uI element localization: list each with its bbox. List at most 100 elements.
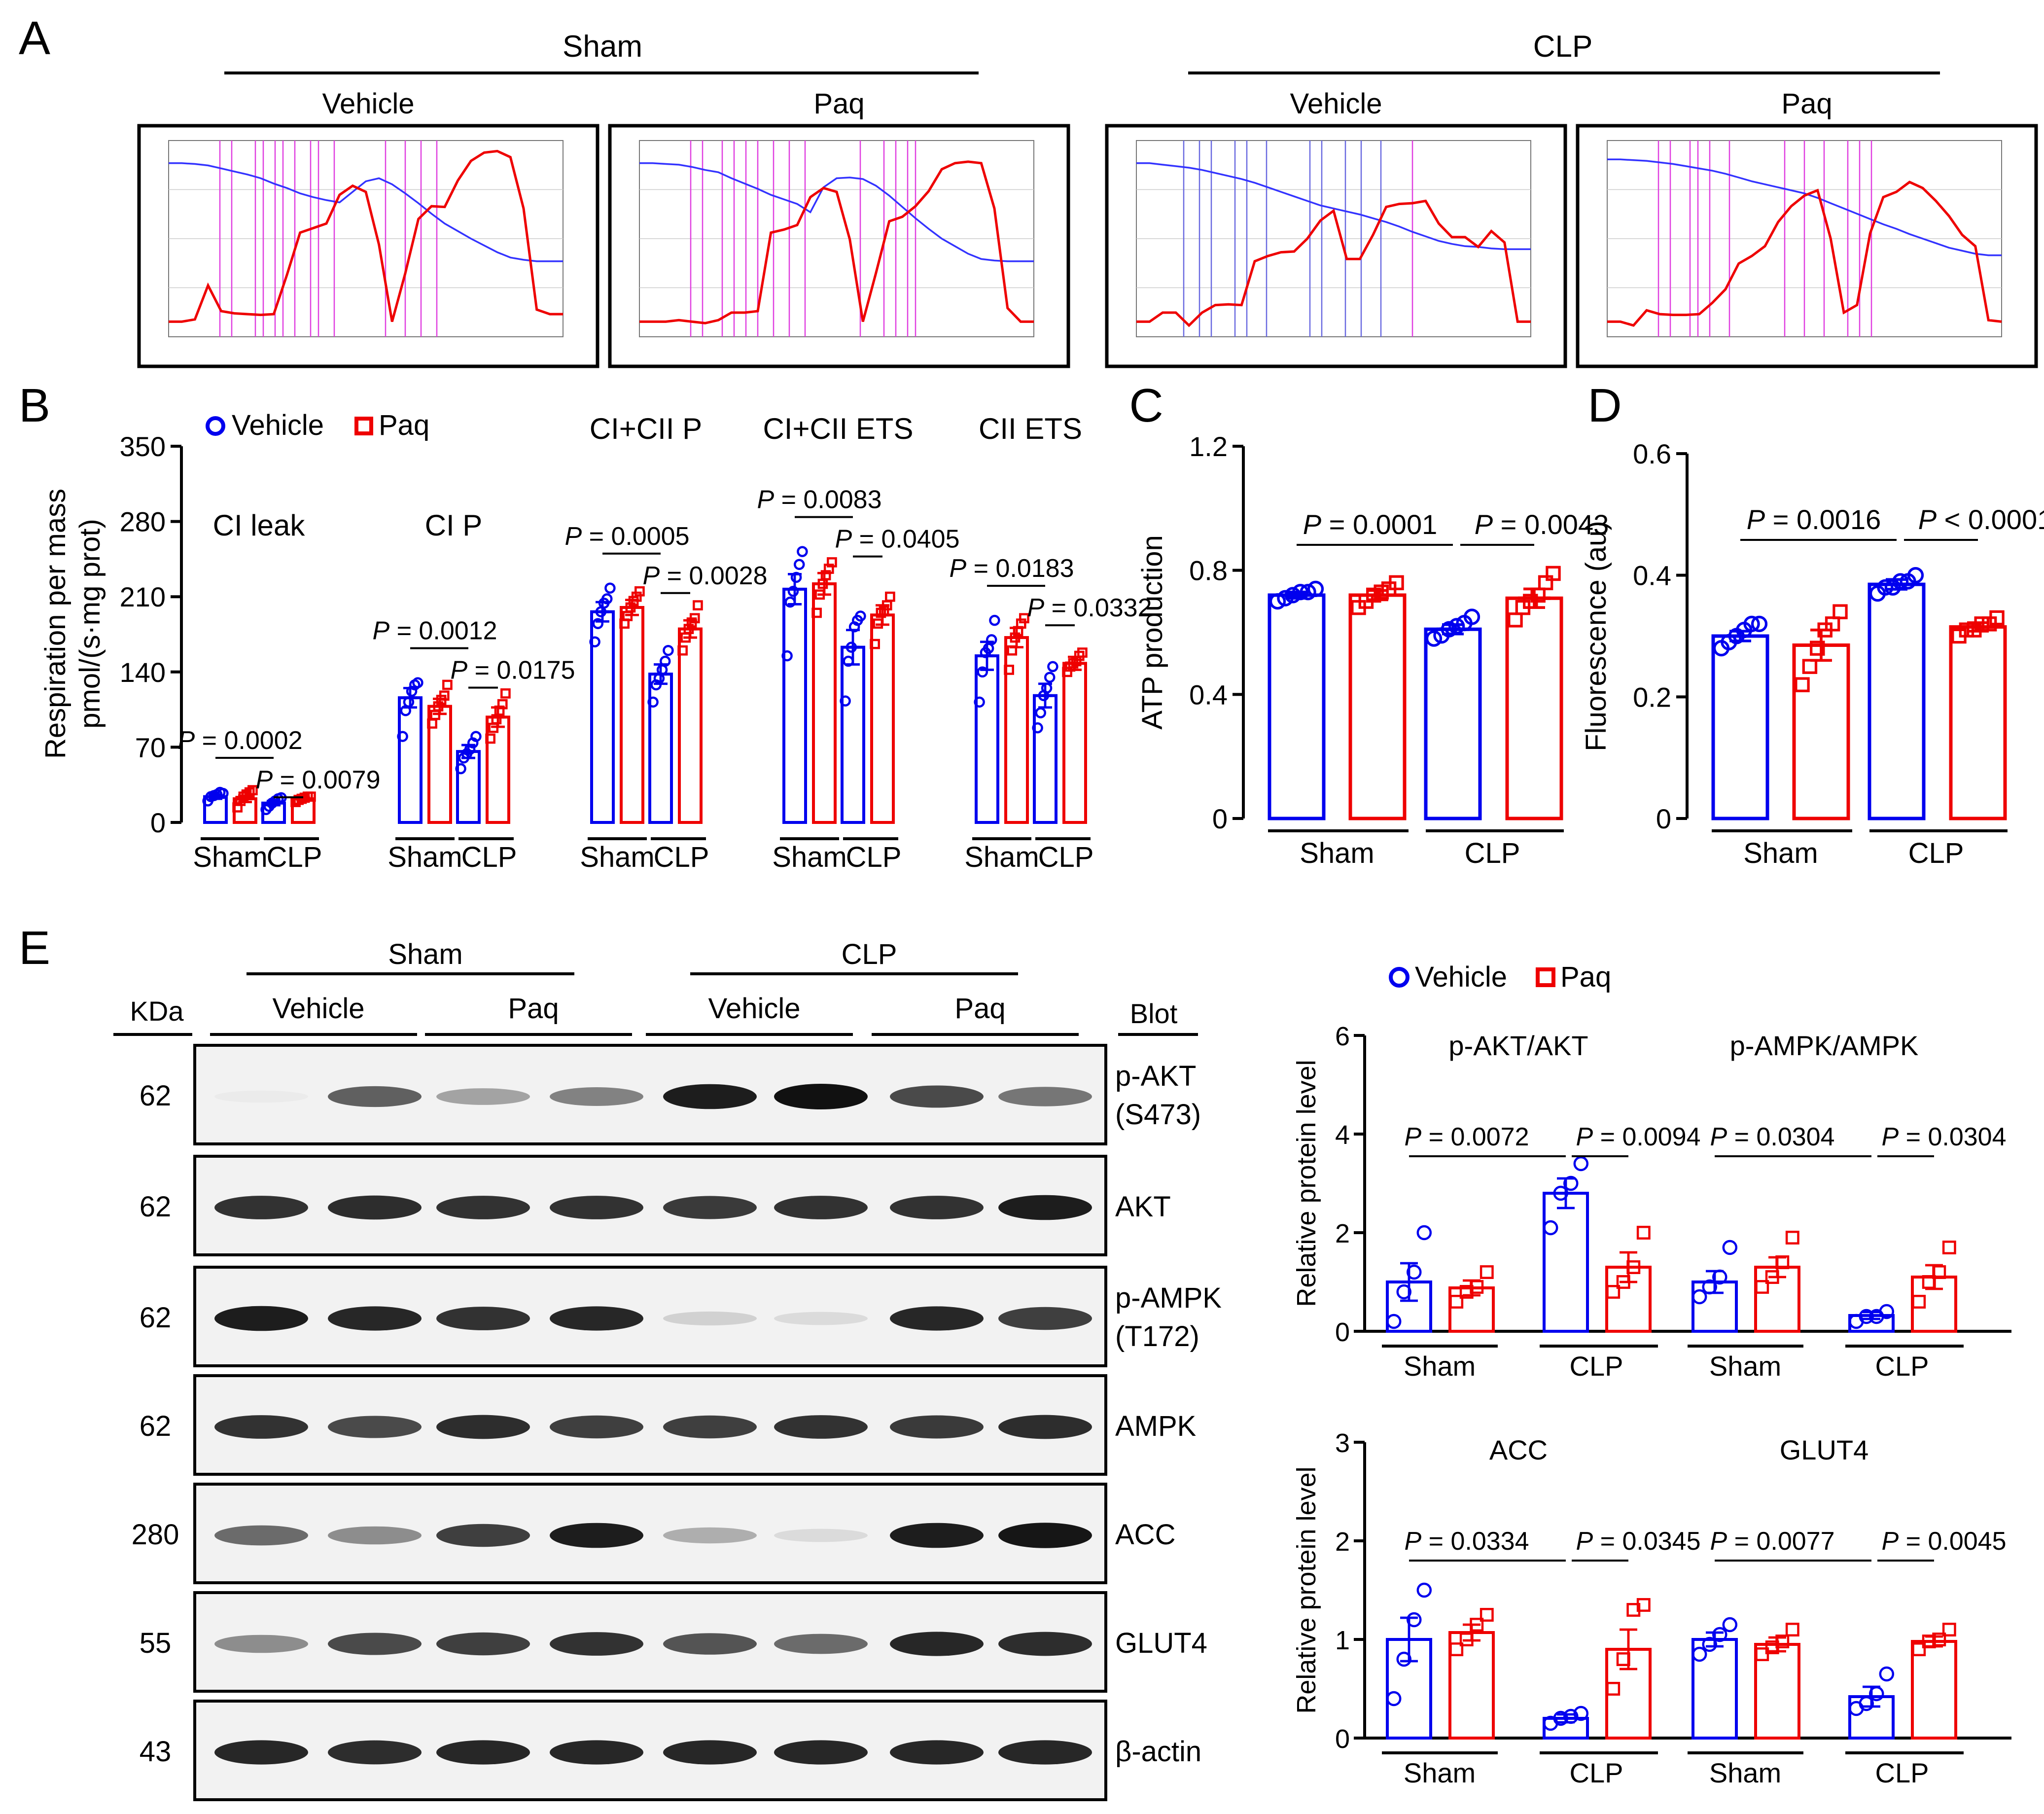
data-point [1877,579,1894,596]
bar [870,613,895,824]
blot-band [328,1633,422,1655]
blot-row: 62 AKT [140,1155,1171,1256]
p-value: P = 0.0183 [950,554,1074,583]
p-value: P = 0.0012 [373,617,497,645]
data-point [790,571,802,583]
blot-band [436,1740,530,1765]
p-italic: P [1710,1123,1727,1151]
panel-a: A Sham CLP Vehicle Paq Vehicle Paq [19,12,2038,368]
subgroup-title: CI+CII P [590,412,702,445]
data-point [986,634,997,645]
trace-title: Paq [1781,88,1832,120]
panel-label-b: B [19,379,50,432]
bar [782,587,807,824]
category-label: Sham [772,841,847,873]
data-point [1692,1289,1707,1305]
data-point [1536,967,1555,987]
data-point [1879,1666,1895,1682]
p-rest: = 0.0183 [966,554,1074,583]
data-point [1041,682,1053,694]
blot-band [663,1196,757,1219]
y-tick-label: 0 [1335,1317,1350,1347]
p-value: P = 0.0332 [1027,594,1152,622]
blot-row: 62 p-AKT (S473) [140,1044,1201,1145]
blot-label: GLUT4 [1115,1627,1207,1659]
o2-concentration-trace [169,162,563,262]
category-label: Sham [1300,837,1374,869]
o2-concentration-trace [1607,158,2002,256]
p-italic: P [1027,594,1045,622]
data-point [1879,1304,1895,1319]
o2-concentration-trace [1136,162,1531,250]
p-value: P = 0.0175 [451,656,575,685]
p-rest: = 0.0345 [1593,1527,1700,1556]
blot-label: AMPK [1115,1410,1197,1442]
data-point [1892,573,1909,590]
bar [1949,625,2007,820]
p-italic: P [256,766,273,794]
data-point [1441,621,1457,638]
data-point [455,763,466,775]
blot-band [436,1632,530,1656]
oxygraph-trace-panel: Paq [1576,88,2038,368]
trace-frame [1105,124,1567,368]
category-label: CLP [1875,1351,1929,1382]
y-tick-label: 70 [135,732,166,763]
data-point [306,791,316,802]
kda-value: 62 [140,1410,172,1442]
data-point [1269,593,1286,610]
p-value: P = 0.0304 [1710,1123,1835,1151]
blot-label: (T172) [1115,1320,1199,1352]
subgroup-title: ACC [1489,1434,1548,1465]
kda-value: 62 [140,1080,172,1112]
blot-band [550,1087,643,1106]
data-point [1869,1686,1884,1702]
blot-band [436,1307,530,1330]
data-point [1743,615,1760,632]
y-tick-label: 350 [120,431,166,462]
p-italic: P [451,656,468,685]
data-point [677,645,688,656]
data-point [1616,1275,1630,1289]
y-tick-label: 0 [1335,1724,1350,1754]
p-value: P = 0.0304 [1882,1123,2007,1151]
y-tick-label: 4 [1335,1120,1350,1150]
data-point [1775,1255,1790,1269]
kda-value: 62 [140,1302,172,1334]
blot-band [663,1311,757,1326]
blot-band [550,1415,643,1439]
data-point [1530,587,1546,603]
data-point [1942,1241,1956,1254]
bar [648,673,673,824]
trace-title: Paq [813,88,864,120]
y-tick-label: 0.6 [1633,438,1671,469]
blot-band [550,1632,643,1656]
blot-band [328,1306,422,1331]
data-point [974,696,985,708]
blot-band [436,1088,530,1105]
p-value: P = 0.0094 [1576,1123,1701,1151]
data-point [1795,677,1810,692]
data-point [873,618,883,629]
bar [841,645,865,824]
kda-value: 280 [132,1519,179,1551]
data-point [485,733,495,744]
blot-label: ACC [1115,1519,1175,1551]
data-point [439,690,450,701]
blot-row: 280 ACC [132,1483,1175,1584]
data-point [1449,1295,1464,1309]
y-tick-label: 3 [1335,1428,1350,1458]
data-point [1922,1275,1936,1289]
p-rest: = 0.0043 [1493,509,1609,540]
category-label: Sham [1404,1351,1476,1382]
bar [1711,634,1769,820]
data-point [1374,584,1389,600]
data-point [1366,587,1381,603]
data-point [1292,584,1309,601]
data-point [1722,1617,1738,1633]
data-point [814,589,825,600]
trace-title: Vehicle [1290,88,1382,120]
panel-label-e: E [19,922,50,974]
category-label: CLP [654,841,709,873]
